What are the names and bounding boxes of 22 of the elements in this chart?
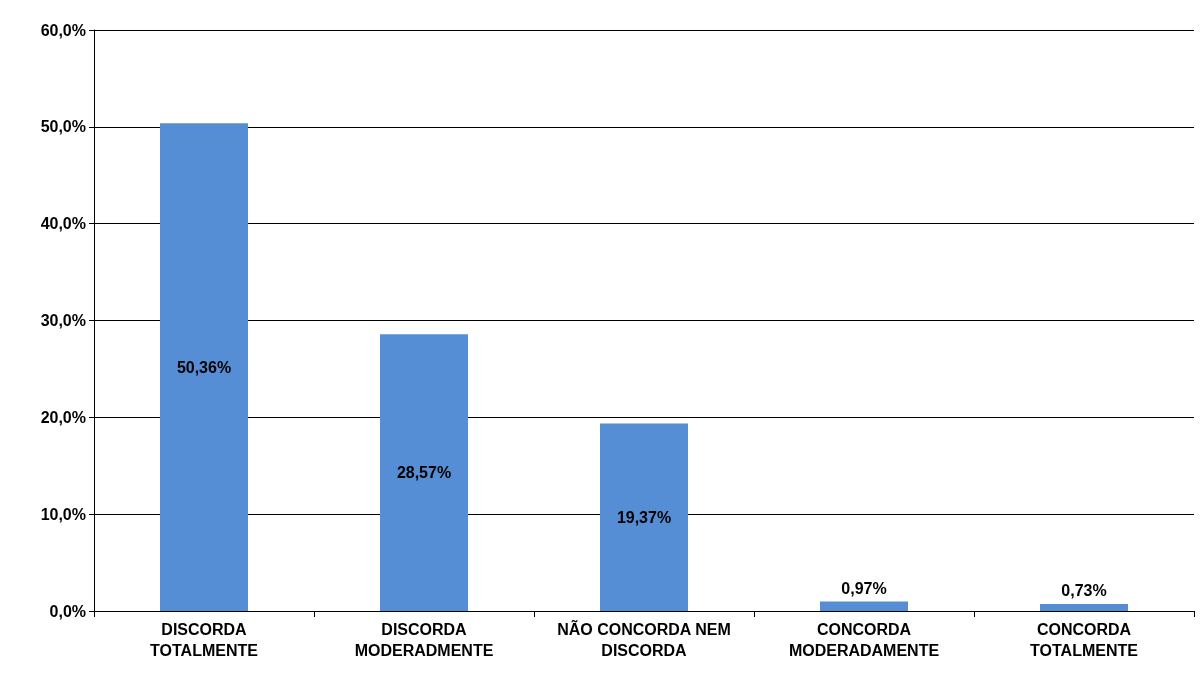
bar [160, 123, 248, 611]
bar [820, 601, 908, 611]
x-tick-label: DISCORDA MODERADMENTE [354, 621, 494, 659]
data-label: 0,97% [841, 580, 887, 598]
y-tick-label: 30,0% [40, 312, 86, 329]
y-tick-label: 60,0% [40, 21, 86, 39]
y-tick-label: 40,0% [40, 215, 86, 233]
x-tick-label: CONCORDA MODERADAMENTE [788, 621, 940, 659]
bar [600, 423, 688, 611]
x-tick-label: CONCORDA TOTALMENTE [1030, 621, 1139, 659]
y-tick-label: 50,0% [40, 118, 86, 136]
y-tick-label: 20,0% [40, 408, 86, 426]
data-label: 28,57% [396, 464, 452, 482]
data-label: 0,73% [1061, 582, 1107, 600]
data-label: 50,36% [176, 358, 232, 376]
x-tick-label: DISCORDA TOTALMENTE [150, 621, 259, 659]
y-tick-label: 0,0% [49, 602, 86, 620]
data-label: 19,37% [616, 508, 672, 526]
y-tick-label: 10,0% [40, 505, 86, 523]
bar [1040, 603, 1128, 611]
x-tick-label: NÃO CONCORDA NEM DISCORDA [557, 619, 731, 659]
bar [380, 334, 468, 611]
